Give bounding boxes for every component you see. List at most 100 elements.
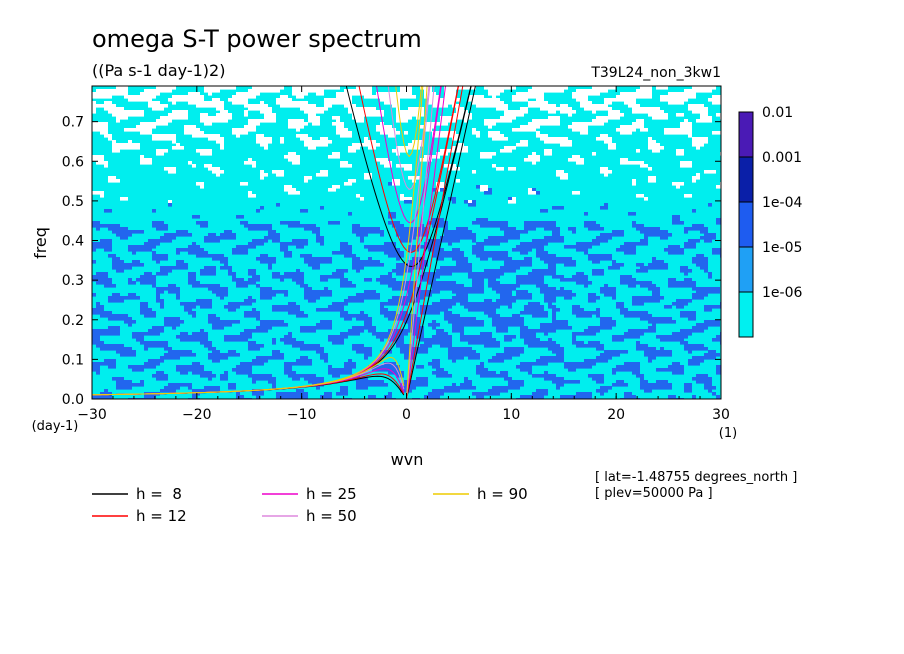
field-cell [128,140,132,144]
dispersion-curves [92,86,476,399]
field-cell [484,119,512,123]
field-cell [272,350,280,354]
field-cell [652,290,660,294]
field-cell [220,143,224,147]
field-cell [364,323,372,327]
field-cell [272,383,276,387]
field-cell [312,122,320,126]
field-cell [676,185,680,189]
field-cell [328,335,348,339]
field-cell [116,116,128,120]
field-cell [240,221,248,225]
field-cell [468,95,484,99]
field-cell [468,356,480,360]
field-cell [340,161,348,165]
field-cell [280,137,284,141]
field-cell [248,191,252,195]
field-cell [420,158,432,162]
field-cell [616,305,624,309]
field-cell [336,392,348,396]
field-cell [332,122,344,126]
field-cell [264,236,280,240]
field-cell [576,314,592,318]
field-cell [248,296,252,300]
field-cell [336,125,344,129]
field-cell [588,296,600,300]
field-cell [712,251,721,255]
field-cell [660,347,664,351]
field-cell [112,146,140,150]
field-cell [308,119,320,123]
field-cell [608,143,616,147]
field-cell [648,179,656,183]
field-cell [364,245,396,249]
field-cell [692,293,708,297]
field-cell [476,134,480,138]
field-cell [276,101,308,105]
field-cell [544,371,548,375]
field-cell [108,227,128,231]
field-cell [92,95,112,99]
field-cell [396,257,400,261]
field-cell [444,227,448,231]
field-cell [152,107,164,111]
field-cell [520,362,548,366]
field-cell [548,338,552,342]
field-cell [352,257,360,261]
field-cell [464,119,468,123]
field-cell [104,107,124,111]
field-cell [228,272,236,276]
field-cell [528,188,532,192]
field-cell [108,299,124,303]
field-cell [212,290,228,294]
field-cell [444,311,452,315]
field-cell [284,368,292,372]
field-cell [612,335,640,339]
field-cell [416,377,428,381]
field-cell [716,365,721,369]
field-cell [404,200,412,204]
field-cell [684,344,704,348]
field-cell [296,134,308,138]
field-cell [300,254,312,258]
field-cell [648,176,656,180]
field-cell [196,221,208,225]
field-cell [672,302,688,306]
field-cell [680,125,692,129]
colorbar-label: 0.01 [762,105,793,121]
field-cell [276,392,308,396]
field-cell [116,350,136,354]
field-cell [140,308,152,312]
field-cell [684,119,688,123]
field-cell [260,296,272,300]
field-cell [424,128,432,132]
field-cell [244,125,256,129]
field-cell [200,152,212,156]
field-cell [692,140,708,144]
field-cell [288,125,304,129]
inertia-gravity-curve-h8 [345,86,472,268]
field-cell [548,266,556,270]
field-cell [256,317,260,321]
field-cell [692,287,720,291]
field-cell [428,362,440,366]
field-cell [544,227,560,231]
field-cell [96,371,100,375]
field-cell [464,305,500,309]
field-cell [304,377,324,381]
field-cell [184,125,196,129]
field-cell [664,128,692,132]
field-cell [292,86,340,90]
field-cell [660,236,668,240]
field-cell [156,293,160,297]
field-cell [632,296,664,300]
field-cell [228,383,236,387]
field-cell [340,245,352,249]
field-cell [612,368,640,372]
field-cell [248,347,260,351]
field-cell [480,257,488,261]
field-cell [348,329,364,333]
field-cell [288,191,300,195]
field-cell [672,218,680,222]
field-cell [152,221,164,225]
